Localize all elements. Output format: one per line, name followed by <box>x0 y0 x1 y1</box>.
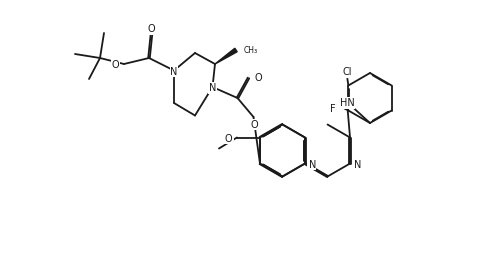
Text: N: N <box>209 83 216 93</box>
Text: N: N <box>308 159 316 170</box>
Text: F: F <box>331 103 337 114</box>
Text: Cl: Cl <box>342 68 352 77</box>
Text: N: N <box>170 67 178 77</box>
Text: O: O <box>111 60 119 70</box>
Text: HN: HN <box>340 98 355 108</box>
Text: F: F <box>330 103 336 114</box>
Text: Cl: Cl <box>342 67 352 77</box>
Text: N: N <box>308 159 315 170</box>
Text: N: N <box>354 159 361 170</box>
Text: CH₃: CH₃ <box>244 45 258 54</box>
Text: O: O <box>254 72 262 83</box>
Text: O: O <box>148 24 155 34</box>
Text: O: O <box>225 133 232 143</box>
Text: O: O <box>225 133 233 143</box>
Polygon shape <box>215 48 237 64</box>
Text: O: O <box>251 119 258 130</box>
Text: N: N <box>170 67 178 77</box>
Text: HN: HN <box>340 98 355 108</box>
Text: O: O <box>111 60 119 70</box>
Text: O: O <box>251 119 258 130</box>
Text: N: N <box>209 83 216 93</box>
Text: O: O <box>148 24 155 34</box>
Text: N: N <box>353 159 361 170</box>
Text: O: O <box>254 72 262 83</box>
